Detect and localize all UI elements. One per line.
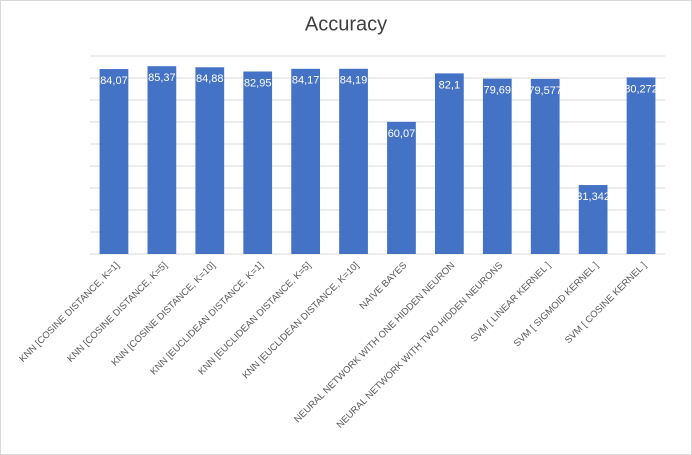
bar [530, 78, 560, 254]
chart-title: Accuracy [305, 13, 387, 35]
bar [291, 68, 320, 255]
value-label: 85,37 [148, 72, 176, 84]
bar [339, 68, 368, 254]
value-label: 79,577 [528, 85, 562, 97]
value-label: 80,272 [624, 83, 658, 95]
bar [482, 78, 512, 254]
bar [578, 185, 608, 254]
value-label: 84,17 [292, 75, 320, 87]
bar [243, 71, 273, 254]
value-label: 82,95 [244, 77, 272, 89]
bar [387, 121, 416, 254]
bar [195, 67, 225, 254]
bar [626, 77, 656, 254]
value-label: 84,19 [340, 75, 368, 87]
bar [99, 69, 129, 255]
value-label: 82,1 [439, 79, 460, 91]
value-label: 31,342 [576, 191, 610, 203]
value-label: 60,07 [388, 128, 416, 140]
bar [435, 73, 464, 254]
value-label: 84,07 [100, 75, 128, 87]
value-label: 84,88 [196, 73, 224, 85]
bar [147, 66, 177, 254]
value-label: 79,69 [484, 85, 512, 97]
